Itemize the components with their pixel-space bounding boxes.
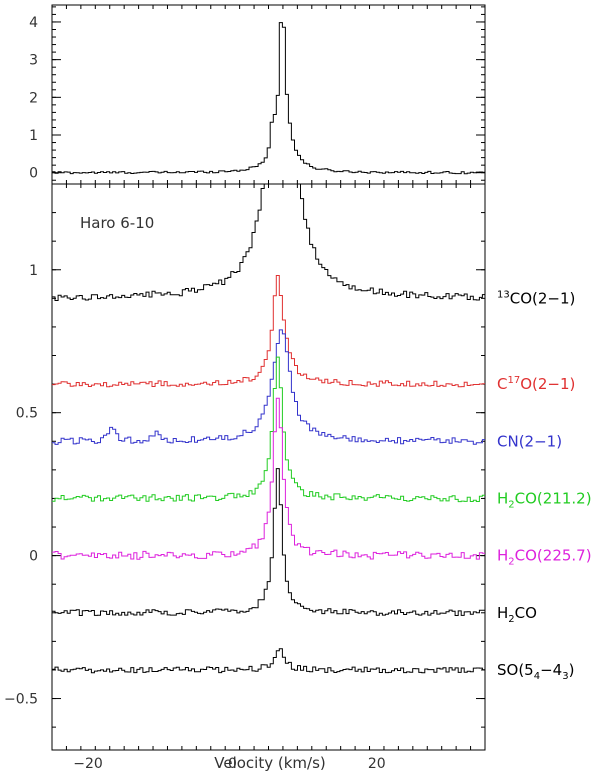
- series-label: H2CO: [497, 604, 537, 625]
- y-tick-label: 0: [29, 549, 38, 565]
- source-annotation: Haro 6-10: [80, 214, 154, 232]
- series-label: H2CO(211.2): [497, 489, 592, 510]
- series-label: H2CO(225.7): [497, 547, 592, 568]
- x-tick-label: 20: [368, 756, 386, 772]
- spectrum-line: [52, 22, 485, 175]
- x-tick-label: −20: [73, 756, 103, 772]
- plot-frame: [51, 183, 486, 751]
- y-tick-label: 1: [29, 263, 38, 279]
- y-tick-label: 4: [29, 15, 38, 31]
- y-tick-label: −0.5: [4, 692, 38, 708]
- spectrum-line: [52, 275, 485, 388]
- series-label: C17O(2−1): [497, 375, 575, 393]
- y-tick-label: 0.5: [16, 406, 38, 422]
- spectrum-line: [52, 329, 485, 445]
- top-panel: 0 1 2 3 4: [29, 4, 486, 185]
- y-tick-label: 1: [29, 128, 38, 144]
- spectrum-line: [52, 468, 485, 616]
- x-tick-label: 0: [228, 756, 237, 772]
- series-label: SO(54−43): [497, 661, 574, 682]
- spectrum-line: [52, 648, 485, 674]
- spectrum-line: [52, 356, 485, 503]
- series-label: 13CO(2−1): [497, 289, 575, 307]
- y-tick-label: 3: [29, 53, 38, 69]
- y-tick-label: 2: [29, 90, 38, 106]
- spectrum-line: [52, 184, 485, 301]
- spectrum-line: [52, 397, 485, 560]
- bottom-panel: −0.5 0 0.5 1 −20 0 20 13CO(2−1) C17O(2−1) CN(2−1)…: [4, 183, 592, 772]
- series-label: CN(2−1): [497, 432, 562, 450]
- x-axis-label: Velocity (km/s): [214, 754, 325, 772]
- y-tick-label: 0: [29, 166, 38, 182]
- plot-frame: [51, 4, 486, 185]
